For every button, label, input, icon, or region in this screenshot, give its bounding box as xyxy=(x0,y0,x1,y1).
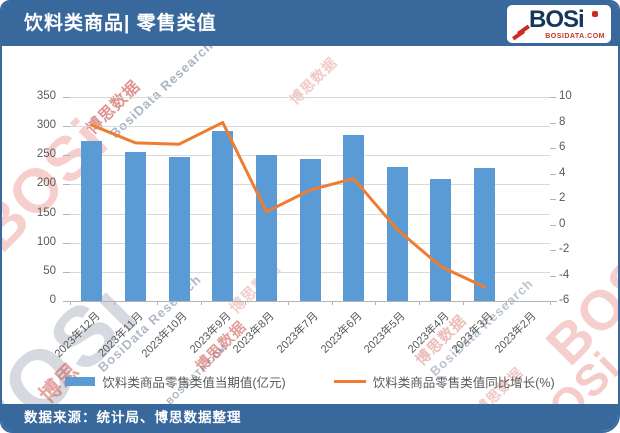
x-axis-tick xyxy=(331,301,333,305)
y-axis-left-tick xyxy=(63,213,70,215)
logo-dot-icon xyxy=(592,11,598,17)
y-axis-left-label: 300 xyxy=(36,119,56,132)
y-axis-left-tick xyxy=(63,242,70,244)
y-axis-right-label: -4 xyxy=(559,268,570,281)
y-axis-right-tick xyxy=(550,148,556,149)
y-axis-left-label: 250 xyxy=(36,148,56,161)
bar xyxy=(168,157,190,301)
legend-item-line-series: 饮料类商品零售类值同比增长(%) xyxy=(333,372,555,391)
legend: 饮料类商品零售类值当期值(亿元) 饮料类商品零售类值同比增长(%) xyxy=(2,372,618,391)
legend-item-bar-series: 饮料类商品零售类值当期值(亿元) xyxy=(65,372,286,391)
y-axis-left-tick xyxy=(63,271,70,273)
x-axis-tick xyxy=(113,301,115,305)
x-axis-tick xyxy=(506,301,508,305)
page-title: 饮料类商品| 零售类值 xyxy=(24,13,217,34)
y-axis-right-tick xyxy=(550,275,556,277)
bar xyxy=(212,130,234,301)
y-axis-right-label: -2 xyxy=(559,243,570,255)
footer: 数据来源：统计局、博思数据整理 xyxy=(2,404,618,431)
bar xyxy=(343,134,365,301)
legend-swatch-bar xyxy=(65,377,96,386)
bosi-logo-text: BOSi xyxy=(529,6,585,33)
x-axis-tick xyxy=(157,301,159,305)
y-axis-right-tick xyxy=(550,224,556,226)
y-axis-left-label: 0 xyxy=(49,294,56,306)
y-axis-right-tick xyxy=(550,97,556,98)
y-axis-right-label: -6 xyxy=(559,294,570,306)
y-axis-left-tick xyxy=(63,97,70,98)
y-axis-right-tick xyxy=(550,122,556,124)
y-axis-left-label: 150 xyxy=(36,206,56,219)
bosi-logo: BOSi BOSIDATA.COM xyxy=(507,5,611,43)
bar xyxy=(81,140,103,301)
gridline xyxy=(70,126,550,128)
legend-swatch-line xyxy=(333,380,366,383)
y-axis-left-tick xyxy=(63,184,70,186)
y-axis-right-tick xyxy=(550,301,556,302)
y-axis-right-label: 6 xyxy=(559,141,566,153)
y-axis-right-label: 2 xyxy=(559,192,566,204)
y-axis-right-label: 10 xyxy=(559,90,572,102)
x-axis-tick xyxy=(70,301,71,305)
gridline xyxy=(70,155,550,157)
bar xyxy=(386,166,408,301)
x-axis-tick xyxy=(550,301,551,305)
y-axis-left-label: 100 xyxy=(36,235,56,248)
bar xyxy=(124,152,146,301)
y-axis-left-tick xyxy=(63,126,70,128)
y-axis-left-tick xyxy=(63,155,70,157)
bosi-logo-domain: BOSIDATA.COM xyxy=(545,33,605,40)
x-axis-tick xyxy=(462,301,464,305)
x-axis-tick xyxy=(200,301,202,305)
x-axis-tick xyxy=(244,301,246,305)
x-axis-tick xyxy=(288,301,290,305)
gridline xyxy=(70,97,550,98)
y-axis-right-tick xyxy=(550,199,556,200)
y-axis-left-label: 350 xyxy=(36,90,56,102)
y-axis-right-label: 4 xyxy=(559,166,566,179)
growth-line-chart xyxy=(90,121,486,289)
y-axis-right-tick xyxy=(550,173,556,175)
growth-line xyxy=(90,121,486,289)
data-source-text: 数据来源：统计局、博思数据整理 xyxy=(24,410,242,425)
y-axis-right-label: 0 xyxy=(559,217,566,230)
y-axis-right-tick xyxy=(550,250,556,251)
x-axis-line xyxy=(63,301,557,302)
y-axis-right-label: 8 xyxy=(559,115,566,128)
y-axis-left-label: 200 xyxy=(36,177,56,190)
x-axis-tick xyxy=(375,301,377,305)
y-axis-left-label: 50 xyxy=(43,264,56,277)
bar xyxy=(299,159,321,301)
bar xyxy=(255,155,277,301)
bar xyxy=(474,167,496,301)
x-axis-tick xyxy=(419,301,421,305)
legend-label-bar-series: 饮料类商品零售类值当期值(亿元) xyxy=(102,376,286,390)
legend-label-line-series: 饮料类商品零售类值同比增长(%) xyxy=(372,376,555,390)
